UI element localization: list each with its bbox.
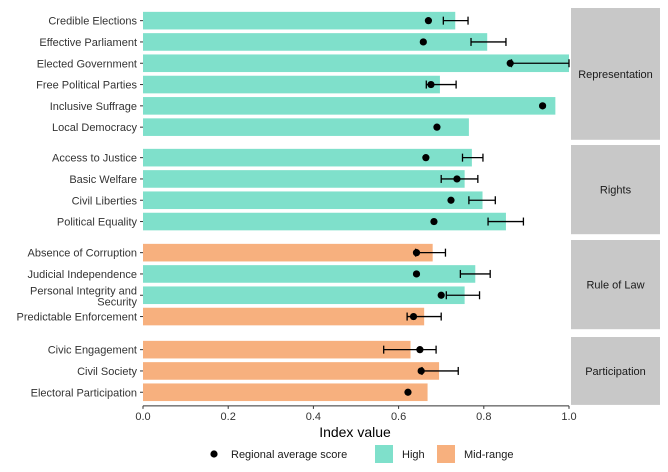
- facet-strip-label: Rights: [600, 185, 632, 197]
- category-label: Effective Parliament: [39, 37, 137, 49]
- x-axis: 0.0 0.2 0.4 0.6 0.8 1.0: [135, 405, 577, 423]
- bar-civil-society: [143, 362, 440, 380]
- facet-strip: [571, 8, 660, 140]
- bar-electoral-participation: [143, 383, 428, 402]
- avg-point: [453, 175, 461, 183]
- category-label: Basic Welfare: [69, 174, 137, 186]
- bar-inclusive-suffrage: [143, 97, 556, 115]
- bar-effective-parliament: [143, 33, 488, 51]
- facet-strip-label: Rule of Law: [586, 280, 644, 292]
- bar-local-democracy: [143, 118, 469, 136]
- facet-strip: [571, 240, 660, 330]
- avg-point: [424, 17, 433, 25]
- category-label: Access to Justice: [52, 153, 137, 165]
- category-label: Free Political Parties: [36, 80, 137, 92]
- avg-point: [430, 217, 438, 226]
- facet-rule-of-law: Rule of Law Absence of Corruption Judicial…: [17, 240, 660, 330]
- avg-point: [437, 291, 445, 299]
- avg-point: [417, 367, 425, 375]
- avg-point: [538, 102, 547, 110]
- category-label: Credible Elections: [48, 16, 137, 28]
- facet-panels: Representation Credible Elections Effectiv…: [17, 8, 660, 405]
- legend-label: Mid-range: [464, 449, 514, 461]
- x-axis-title: Index value: [319, 424, 391, 440]
- legend-label: Regional average score: [231, 449, 347, 461]
- error-bar: [383, 345, 437, 354]
- facet-representation: Representation Credible Elections Effectiv…: [36, 8, 660, 140]
- category-label: Predictable Enforcement: [17, 312, 137, 324]
- bar-political-equality: [143, 212, 506, 231]
- legend-swatch-mid-range: [437, 445, 455, 463]
- x-tick-label: 0.2: [221, 411, 236, 423]
- x-tick-label: 1.0: [561, 411, 576, 423]
- category-label: Civil Society: [77, 366, 137, 378]
- category-label: Electoral Participation: [31, 387, 137, 399]
- error-bar: [442, 16, 469, 25]
- category-label: Political Equality: [57, 217, 138, 229]
- bar-free-political-parties: [143, 75, 440, 94]
- category-label: Inclusive Suffrage: [50, 101, 137, 113]
- bar-predictable-enforcement: [143, 307, 425, 326]
- x-tick-label: 0.6: [391, 411, 406, 423]
- facet-strip-label: Representation: [578, 69, 653, 81]
- bar-personal-integrity-and-security: [143, 286, 465, 305]
- bar-elected-government: [143, 54, 569, 73]
- avg-point: [422, 154, 430, 162]
- legend-item-high: High: [375, 445, 425, 463]
- legend: Regional average score High Mid-range: [210, 445, 514, 463]
- avg-point: [419, 38, 427, 46]
- category-label: Judicial Independence: [28, 269, 137, 281]
- category-label: Absence of Corruption: [28, 248, 137, 260]
- facet-strip: [571, 337, 660, 405]
- bar-absence-of-corruption: [143, 243, 433, 262]
- avg-point: [447, 196, 455, 204]
- facet-participation: Participation Civic Engagement Civil Socie…: [31, 337, 660, 405]
- error-bar: [459, 269, 491, 278]
- error-bar: [470, 37, 507, 46]
- legend-item-average: Regional average score: [210, 449, 347, 461]
- facet-strip: [571, 145, 660, 235]
- error-bar: [468, 196, 496, 205]
- bar-civic-engagement: [143, 340, 411, 359]
- facet-strip-label: Participation: [585, 366, 646, 378]
- bar-credible-elections: [143, 11, 456, 30]
- bar-access-to-justice: [143, 148, 472, 167]
- x-tick-label: 0.8: [476, 411, 491, 423]
- avg-point: [409, 312, 418, 321]
- bar-basic-welfare: [143, 170, 465, 188]
- category-label: Personal Integrity and Security: [30, 285, 138, 308]
- category-label: Elected Government: [37, 58, 137, 70]
- legend-swatch-high: [375, 445, 393, 463]
- bar-judicial-independence: [143, 265, 476, 283]
- avg-point: [506, 59, 514, 67]
- error-bar: [461, 153, 484, 162]
- avg-point: [416, 346, 424, 354]
- avg-point: [412, 270, 421, 278]
- bar-civil-liberties: [143, 191, 483, 210]
- error-bar: [445, 291, 481, 300]
- category-label: Civic Engagement: [48, 345, 137, 357]
- avg-point: [433, 123, 441, 131]
- category-label: Local Democracy: [52, 122, 137, 134]
- category-label: Civil Liberties: [72, 195, 138, 207]
- x-tick-label: 0.0: [135, 411, 150, 423]
- facet-rights: Rights Access to Justice Basic Welfare Civi…: [52, 145, 660, 235]
- legend-dot-key: [210, 450, 218, 458]
- avg-point: [427, 80, 435, 89]
- error-bar: [487, 217, 525, 226]
- legend-item-mid-range: Mid-range: [437, 445, 514, 463]
- x-tick-label: 0.4: [306, 411, 321, 423]
- avg-point: [412, 249, 421, 257]
- legend-label: High: [402, 449, 425, 461]
- avg-point: [404, 388, 412, 396]
